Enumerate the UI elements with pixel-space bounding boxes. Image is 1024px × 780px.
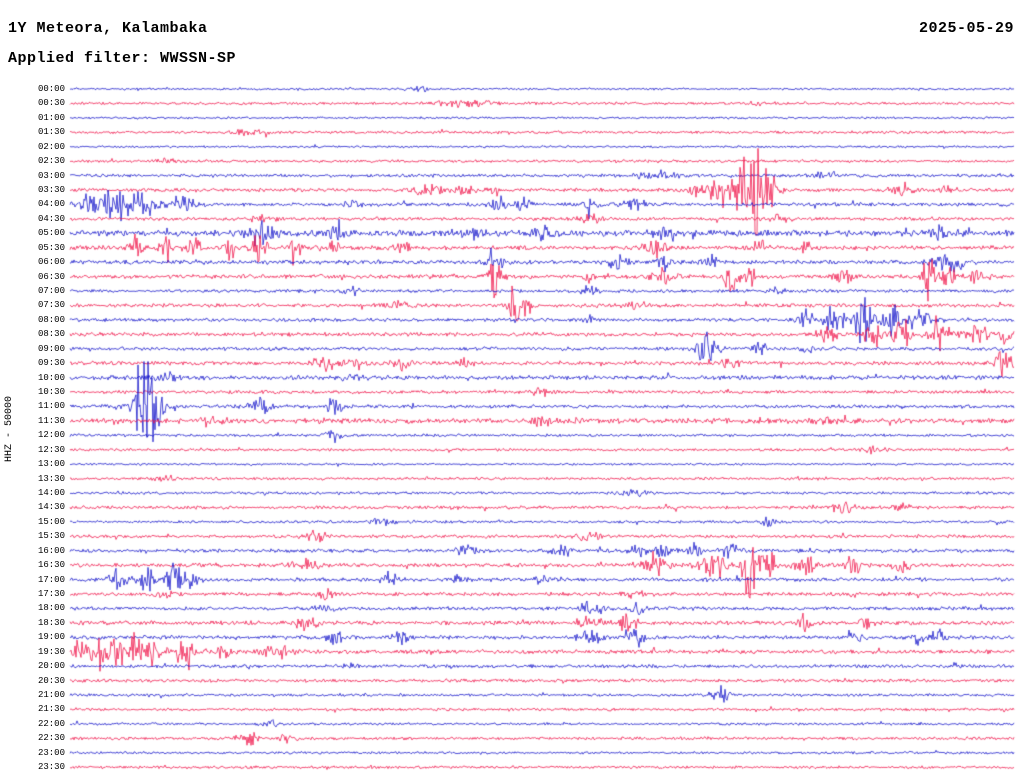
time-label: 11:30 [37, 415, 65, 426]
time-label: 18:30 [37, 617, 65, 628]
time-label: 09:00 [37, 343, 65, 354]
time-label: 21:00 [37, 690, 65, 701]
time-label: 14:30 [37, 502, 65, 513]
time-label: 06:00 [37, 257, 65, 268]
time-label: 13:00 [37, 459, 65, 470]
time-label: 20:30 [37, 675, 65, 686]
time-label: 09:30 [37, 358, 65, 369]
time-label: 01:00 [37, 112, 65, 123]
time-label: 12:30 [37, 444, 65, 455]
time-label: 18:00 [37, 603, 65, 614]
time-label: 04:30 [37, 213, 65, 224]
time-label: 13:30 [37, 473, 65, 484]
time-label: 01:30 [37, 127, 65, 138]
time-label: 19:00 [37, 632, 65, 643]
time-label: 17:30 [37, 589, 65, 600]
time-label: 03:30 [37, 185, 65, 195]
time-label: 07:00 [37, 286, 65, 297]
time-label: 03:00 [37, 170, 65, 181]
time-label: 08:30 [37, 329, 65, 340]
time-label: 11:00 [37, 401, 65, 412]
time-label: 12:00 [37, 430, 65, 441]
time-label: 00:30 [37, 98, 65, 109]
time-label: 23:30 [37, 762, 65, 773]
time-label: 07:30 [37, 300, 65, 311]
time-label: 17:00 [37, 574, 65, 585]
time-label: 02:30 [37, 156, 65, 167]
time-label: 05:30 [37, 242, 65, 253]
time-label: 05:00 [37, 228, 65, 239]
time-label: 02:00 [37, 141, 65, 152]
time-label: 00:00 [37, 84, 65, 94]
time-label: 06:30 [37, 271, 65, 282]
time-label: 15:30 [37, 531, 65, 542]
time-label: 19:30 [37, 646, 65, 657]
time-label: 04:00 [37, 199, 65, 210]
time-label: 10:30 [37, 387, 65, 398]
time-label: 10:00 [37, 372, 65, 383]
time-label: 23:00 [37, 747, 65, 758]
time-label: 22:00 [37, 718, 65, 729]
time-label: 21:30 [37, 704, 65, 715]
time-label: 22:30 [37, 733, 65, 744]
time-label: 14:00 [37, 488, 65, 499]
time-label: 08:00 [37, 314, 65, 325]
time-label: 20:00 [37, 661, 65, 672]
time-label: 16:30 [37, 560, 65, 571]
time-label: 16:00 [37, 545, 65, 556]
time-label: 15:00 [37, 516, 65, 527]
